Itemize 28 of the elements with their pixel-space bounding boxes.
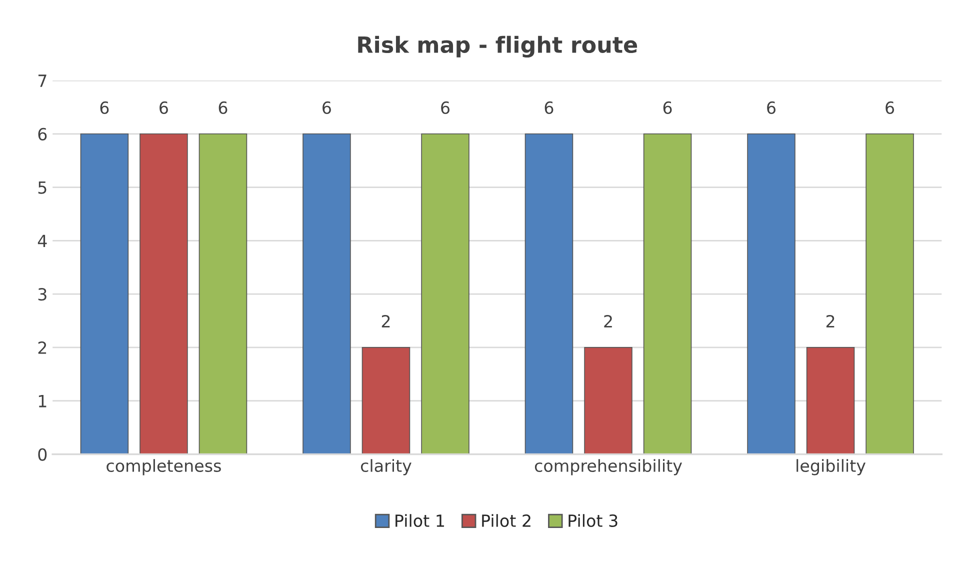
data-label: 6 bbox=[886, 101, 894, 114]
y-tick-label: 0 bbox=[38, 448, 47, 461]
data-label: 2 bbox=[604, 314, 612, 328]
y-tick-label: 4 bbox=[38, 234, 47, 248]
y-tick-label: 1 bbox=[38, 395, 46, 408]
legend-label: Pilot 1 bbox=[396, 514, 444, 527]
data-label: 2 bbox=[826, 314, 834, 328]
x-tick-label: completeness bbox=[106, 459, 221, 476]
legend-label: Pilot 3 bbox=[568, 514, 618, 527]
data-label: 6 bbox=[322, 101, 331, 114]
legend-label: Pilot 2 bbox=[482, 514, 530, 527]
data-label: 6 bbox=[218, 101, 228, 114]
y-tick-label: 7 bbox=[38, 74, 46, 87]
y-tick-label: 2 bbox=[38, 341, 46, 354]
data-label: 2 bbox=[382, 314, 390, 328]
x-tick-label: clarity bbox=[360, 459, 412, 476]
y-tick-label: 5 bbox=[38, 181, 46, 194]
x-tick-label: legibility bbox=[796, 459, 866, 476]
x-tick-label: comprehensibility bbox=[534, 459, 682, 476]
data-label: 6 bbox=[663, 101, 672, 114]
data-label: 6 bbox=[767, 101, 776, 114]
chart-title: Risk map - flight route bbox=[358, 36, 638, 58]
y-tick-label: 3 bbox=[38, 288, 46, 301]
y-tick-label: 6 bbox=[38, 128, 47, 140]
data-label: 6 bbox=[441, 101, 450, 114]
data-label: 6 bbox=[544, 101, 554, 114]
data-label: 6 bbox=[160, 101, 168, 114]
data-label: 6 bbox=[100, 101, 109, 114]
